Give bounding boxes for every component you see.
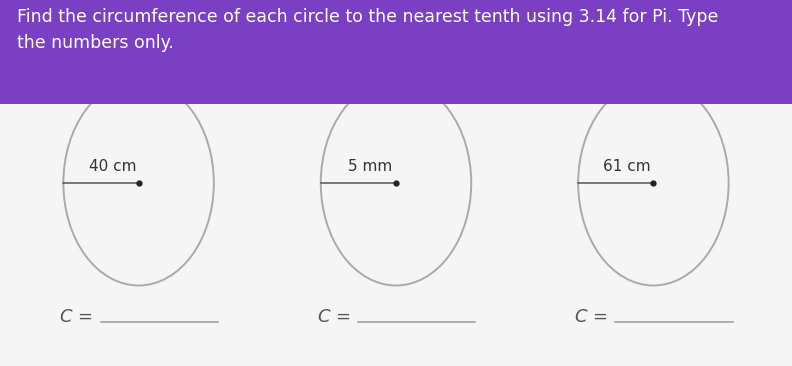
Text: Find the circumference of each circle to the nearest tenth using 3.14 for Pi. Ty: Find the circumference of each circle to… (17, 8, 719, 52)
Text: 15.: 15. (574, 66, 614, 86)
Text: $C$ =: $C$ = (317, 307, 350, 326)
Text: $C$ =: $C$ = (574, 307, 607, 326)
Text: 14.: 14. (317, 66, 356, 86)
Text: 61 cm: 61 cm (604, 159, 651, 174)
Text: 13.: 13. (59, 66, 99, 86)
Text: $C$ =: $C$ = (59, 307, 93, 326)
Text: 40 cm: 40 cm (89, 159, 136, 174)
Text: 5 mm: 5 mm (348, 159, 392, 174)
FancyBboxPatch shape (0, 0, 792, 104)
